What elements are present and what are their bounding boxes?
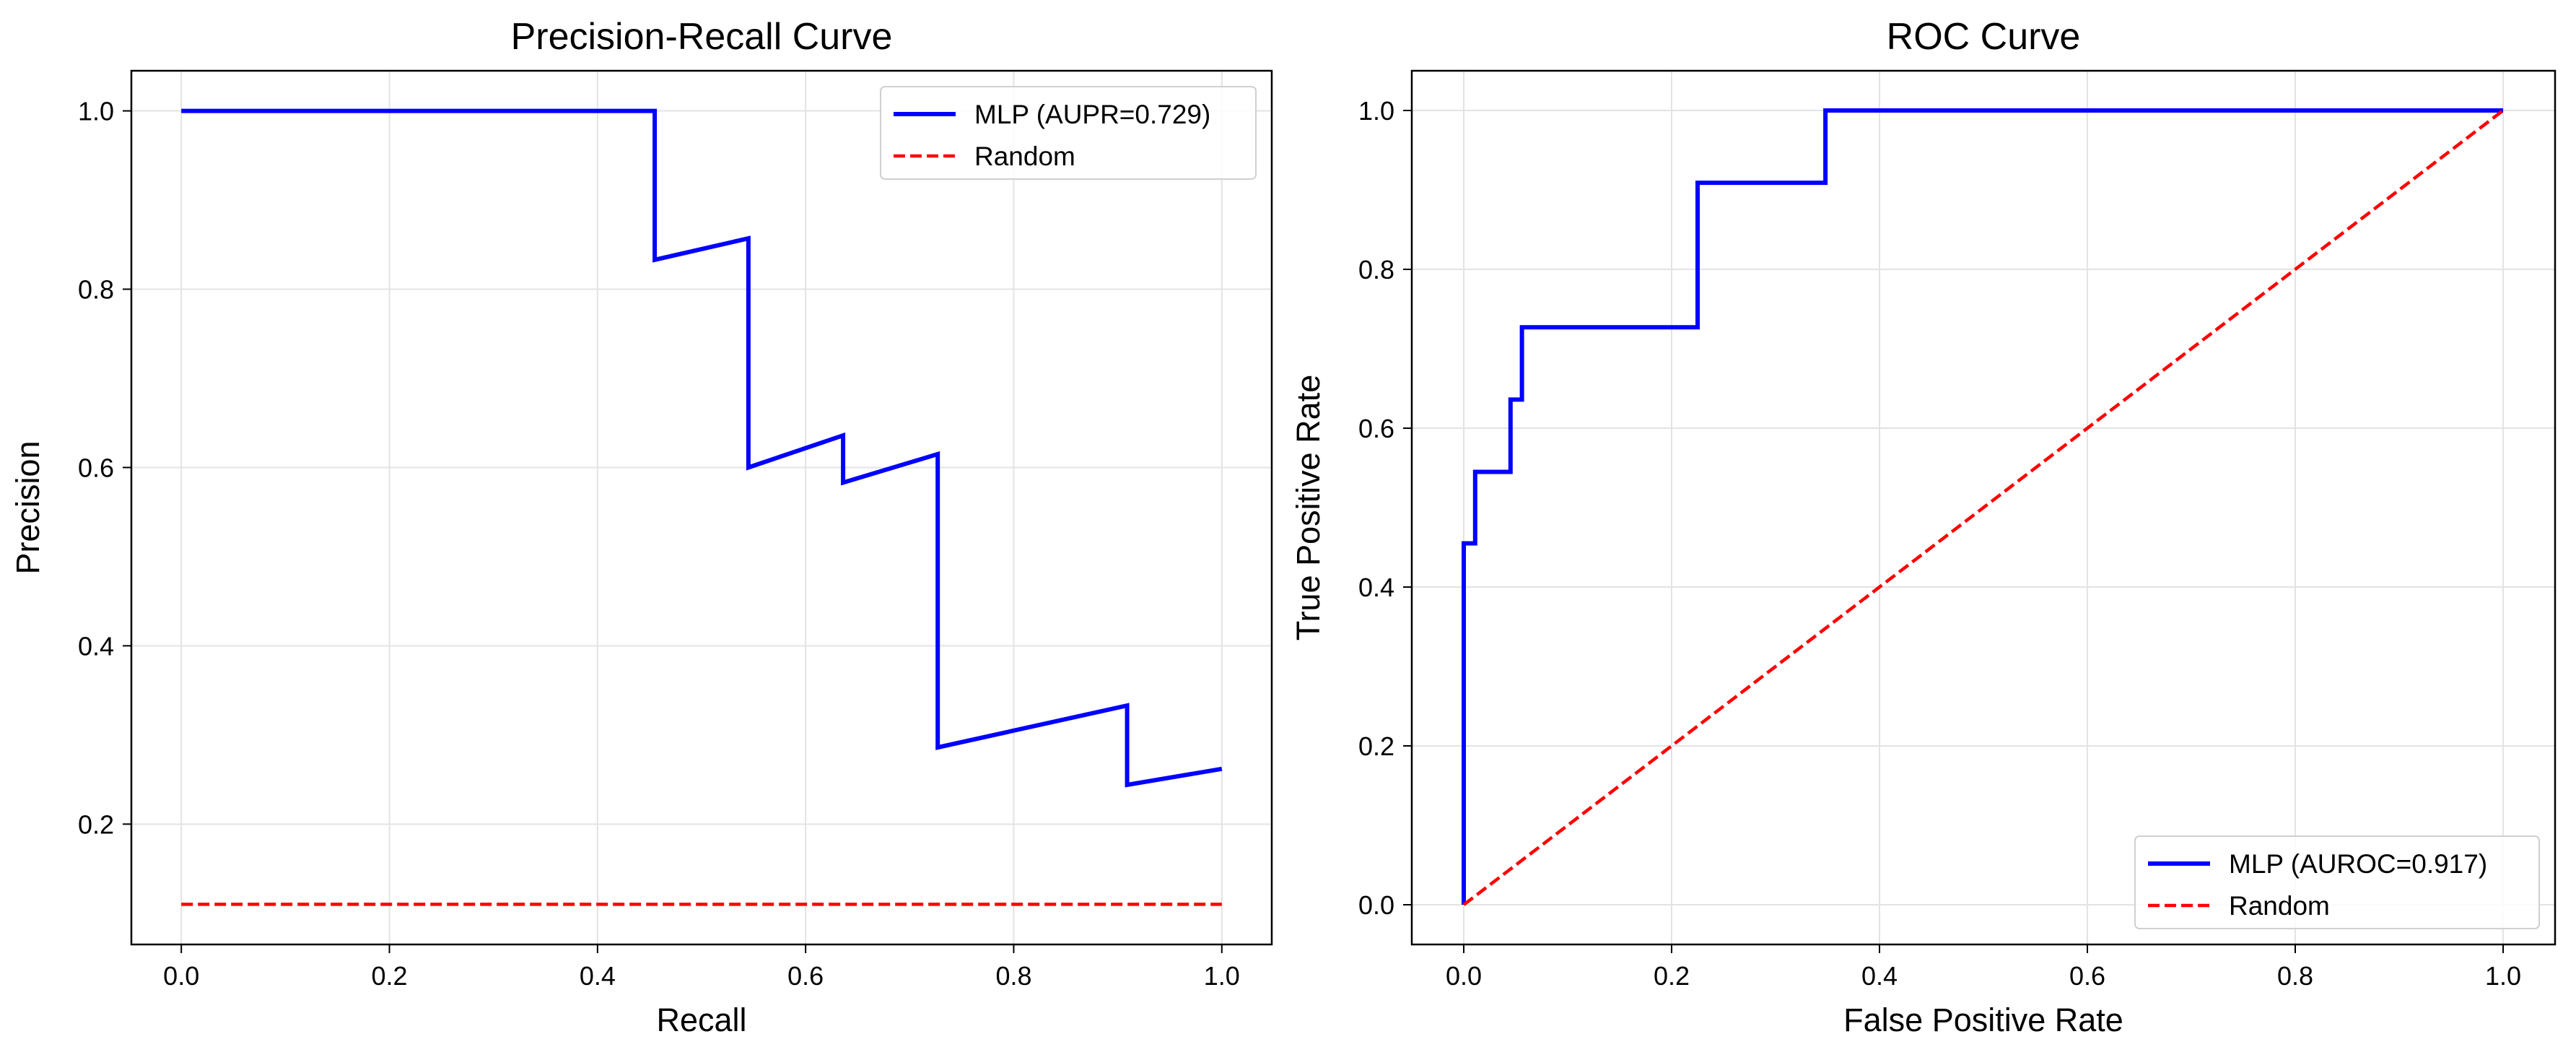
y-tick-label: 0.4	[78, 631, 114, 661]
y-tick-label: 1.0	[1358, 96, 1394, 126]
x-axis-label: False Positive Rate	[1843, 1002, 2123, 1038]
y-tick-label: 0.8	[1358, 255, 1394, 284]
y-axis-label: True Positive Rate	[1290, 375, 1327, 640]
x-tick-label: 0.0	[1446, 961, 1482, 991]
series-line-model	[181, 108, 1223, 788]
y-tick-label: 0.6	[1358, 414, 1394, 443]
x-tick-label: 0.6	[787, 961, 824, 991]
series-line-model	[1462, 108, 2503, 905]
y-tick-label: 0.6	[78, 453, 114, 482]
x-axis-label: Recall	[656, 1002, 746, 1038]
legend: MLP (AUROC=0.917) Random	[2134, 835, 2540, 929]
x-tick-label: 0.4	[580, 961, 616, 991]
chart-title: ROC Curve	[1887, 16, 2081, 58]
x-tick-label: 0.4	[1861, 961, 1898, 991]
plot-frame	[130, 69, 1273, 946]
x-tick-label: 1.0	[1204, 961, 1240, 991]
y-tick-label: 0.2	[78, 809, 114, 839]
legend-box	[880, 86, 1257, 180]
chart-panel-2: 0.0 0.2 0.4 0.6 0.8 1.0 0.0 0.2 0.4 0.6 0.8 1.0 ROC …	[1290, 16, 2557, 1038]
y-tick-label: 0.8	[78, 275, 114, 305]
x-tick-label: 0.0	[163, 961, 199, 991]
legend-entry: MLP (AUROC=0.917)	[2229, 849, 2487, 879]
y-axis-label: Precision	[9, 440, 46, 574]
chart-title: Precision-Recall Curve	[511, 16, 893, 58]
plot-frame	[1410, 69, 2557, 946]
legend-entry: MLP (AUPR=0.729)	[974, 100, 1210, 129]
x-tick-label: 0.2	[1654, 961, 1690, 991]
x-tick-label: 0.8	[995, 961, 1031, 991]
chart-panel-1: 0.0 0.2 0.4 0.6 0.8 1.0 0.2 0.4 0.6 0.8 1.0 Precisi…	[9, 16, 1273, 1038]
x-tick-label: 0.2	[371, 961, 407, 991]
y-tick-label: 0.2	[1358, 731, 1394, 761]
x-tick-label: 0.8	[2277, 961, 2313, 991]
legend-entry: Random	[2229, 891, 2330, 921]
y-tick-label: 0.0	[1358, 890, 1394, 920]
legend-entry: Random	[974, 142, 1075, 171]
legend-box	[2134, 835, 2540, 929]
y-tick-label: 1.0	[78, 97, 114, 126]
x-tick-label: 0.6	[2069, 961, 2105, 991]
series-line-random	[1462, 109, 2505, 906]
legend: MLP (AUPR=0.729) Random	[880, 86, 1257, 180]
x-tick-label: 1.0	[2485, 961, 2521, 991]
y-tick-label: 0.4	[1358, 573, 1394, 602]
